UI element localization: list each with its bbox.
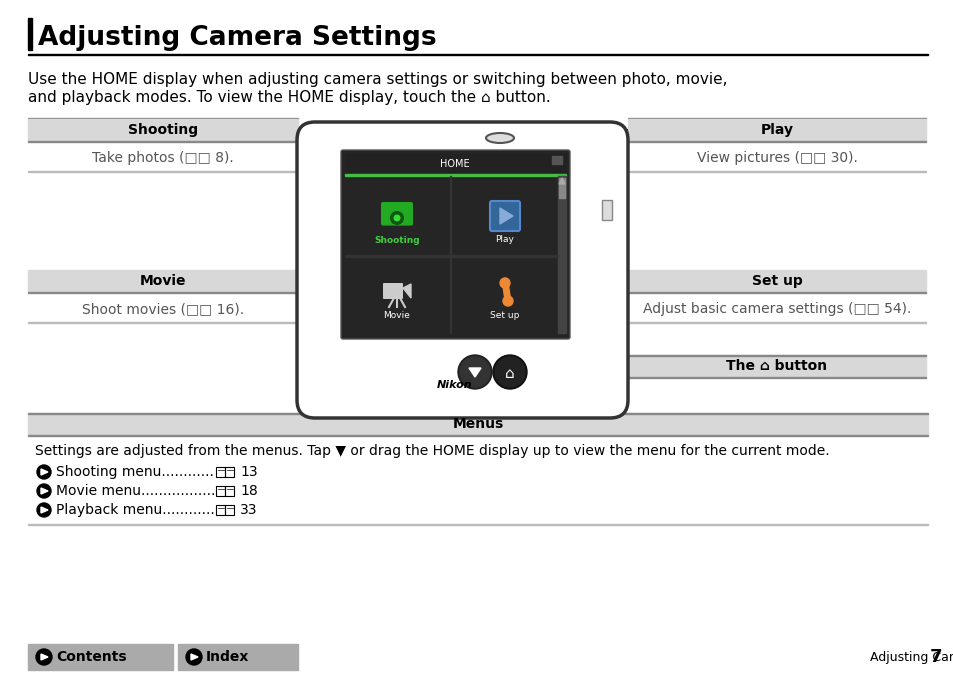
Bar (28, 413, 927, 414)
Polygon shape (469, 368, 480, 377)
Bar (28, 413, 927, 435)
Bar (28, 524, 927, 525)
Bar (225, 467, 233, 477)
Circle shape (391, 212, 403, 224)
Polygon shape (41, 654, 48, 660)
Circle shape (37, 503, 51, 517)
Bar (215, 467, 225, 477)
Bar (345, 174, 565, 176)
Text: and playback modes. To view the HOME display, touch the ⌂ button.: and playback modes. To view the HOME dis… (28, 90, 550, 105)
Bar (28, 119, 297, 141)
Polygon shape (499, 208, 513, 224)
Text: Nikon: Nikon (436, 380, 473, 390)
Bar (215, 505, 225, 515)
Circle shape (36, 649, 52, 665)
Bar (627, 322, 925, 323)
Bar (28, 322, 297, 323)
Text: 7: 7 (929, 648, 942, 666)
Polygon shape (41, 488, 48, 494)
Text: The ⌂ button: The ⌂ button (725, 359, 826, 373)
FancyBboxPatch shape (340, 150, 569, 339)
Bar (178, 644, 297, 670)
Bar (345, 255, 558, 257)
Circle shape (495, 357, 524, 387)
Text: Play: Play (495, 235, 514, 244)
FancyBboxPatch shape (490, 201, 519, 231)
Text: Adjust basic camera settings (□□ 54).: Adjust basic camera settings (□□ 54). (642, 302, 910, 316)
Text: Shooting: Shooting (128, 123, 198, 137)
Bar (28, 118, 297, 119)
Text: Adjusting Camera Settings: Adjusting Camera Settings (38, 25, 436, 51)
Bar (215, 486, 225, 496)
Circle shape (502, 296, 513, 306)
Text: Movie: Movie (139, 274, 186, 288)
Bar (627, 355, 925, 377)
Circle shape (186, 649, 202, 665)
Polygon shape (41, 469, 48, 475)
Circle shape (499, 278, 510, 288)
Bar (627, 171, 925, 172)
FancyBboxPatch shape (296, 122, 627, 418)
Text: Contents: Contents (56, 650, 127, 664)
Circle shape (457, 355, 492, 389)
Circle shape (493, 355, 526, 389)
Bar (627, 270, 925, 292)
Text: HOME: HOME (439, 159, 469, 169)
Text: Shooting: Shooting (374, 236, 419, 245)
Bar (627, 355, 925, 356)
Bar (627, 118, 925, 119)
Text: 18: 18 (240, 484, 257, 498)
Polygon shape (402, 284, 411, 298)
Circle shape (37, 465, 51, 479)
Text: 13: 13 (240, 465, 257, 479)
Text: Menus: Menus (452, 417, 503, 431)
Text: Playback menu............: Playback menu............ (56, 503, 214, 517)
Text: View pictures (□□ 30).: View pictures (□□ 30). (696, 151, 857, 165)
Text: Index: Index (206, 650, 249, 664)
Text: Movie menu.................: Movie menu................. (56, 484, 215, 498)
Circle shape (37, 484, 51, 498)
Bar (558, 176, 565, 333)
Bar (28, 54, 927, 56)
FancyBboxPatch shape (382, 283, 402, 299)
Bar (225, 505, 233, 515)
Bar (28, 18, 32, 50)
Bar (28, 270, 297, 292)
Polygon shape (191, 654, 198, 660)
Bar (627, 377, 925, 378)
Bar (28, 644, 172, 670)
Text: Shoot movies (□□ 16).: Shoot movies (□□ 16). (82, 302, 244, 316)
Text: Play: Play (760, 123, 793, 137)
Polygon shape (558, 178, 564, 184)
FancyBboxPatch shape (380, 202, 413, 225)
Bar (28, 435, 927, 436)
Text: Shooting menu............: Shooting menu............ (56, 465, 213, 479)
Bar (345, 154, 565, 174)
Bar (225, 486, 233, 496)
Text: Set up: Set up (490, 311, 519, 320)
Text: Adjusting Camera Settings: Adjusting Camera Settings (869, 651, 953, 663)
Bar (601, 200, 612, 220)
Bar (627, 119, 925, 141)
Text: ⌂: ⌂ (505, 366, 515, 380)
Ellipse shape (485, 133, 514, 143)
Text: 33: 33 (240, 503, 257, 517)
Bar (552, 156, 561, 164)
Bar (450, 176, 451, 333)
Bar (558, 178, 564, 198)
Bar (28, 171, 297, 172)
Polygon shape (41, 507, 48, 513)
Text: Set up: Set up (751, 274, 801, 288)
Text: Use the HOME display when adjusting camera settings or switching between photo, : Use the HOME display when adjusting came… (28, 72, 727, 87)
Circle shape (394, 215, 399, 221)
Text: Movie: Movie (383, 311, 410, 320)
Circle shape (459, 357, 490, 387)
Text: Settings are adjusted from the menus. Tap ▼ or drag the HOME display up to view : Settings are adjusted from the menus. Ta… (35, 444, 829, 458)
Text: Take photos (□□ 8).: Take photos (□□ 8). (92, 151, 233, 165)
